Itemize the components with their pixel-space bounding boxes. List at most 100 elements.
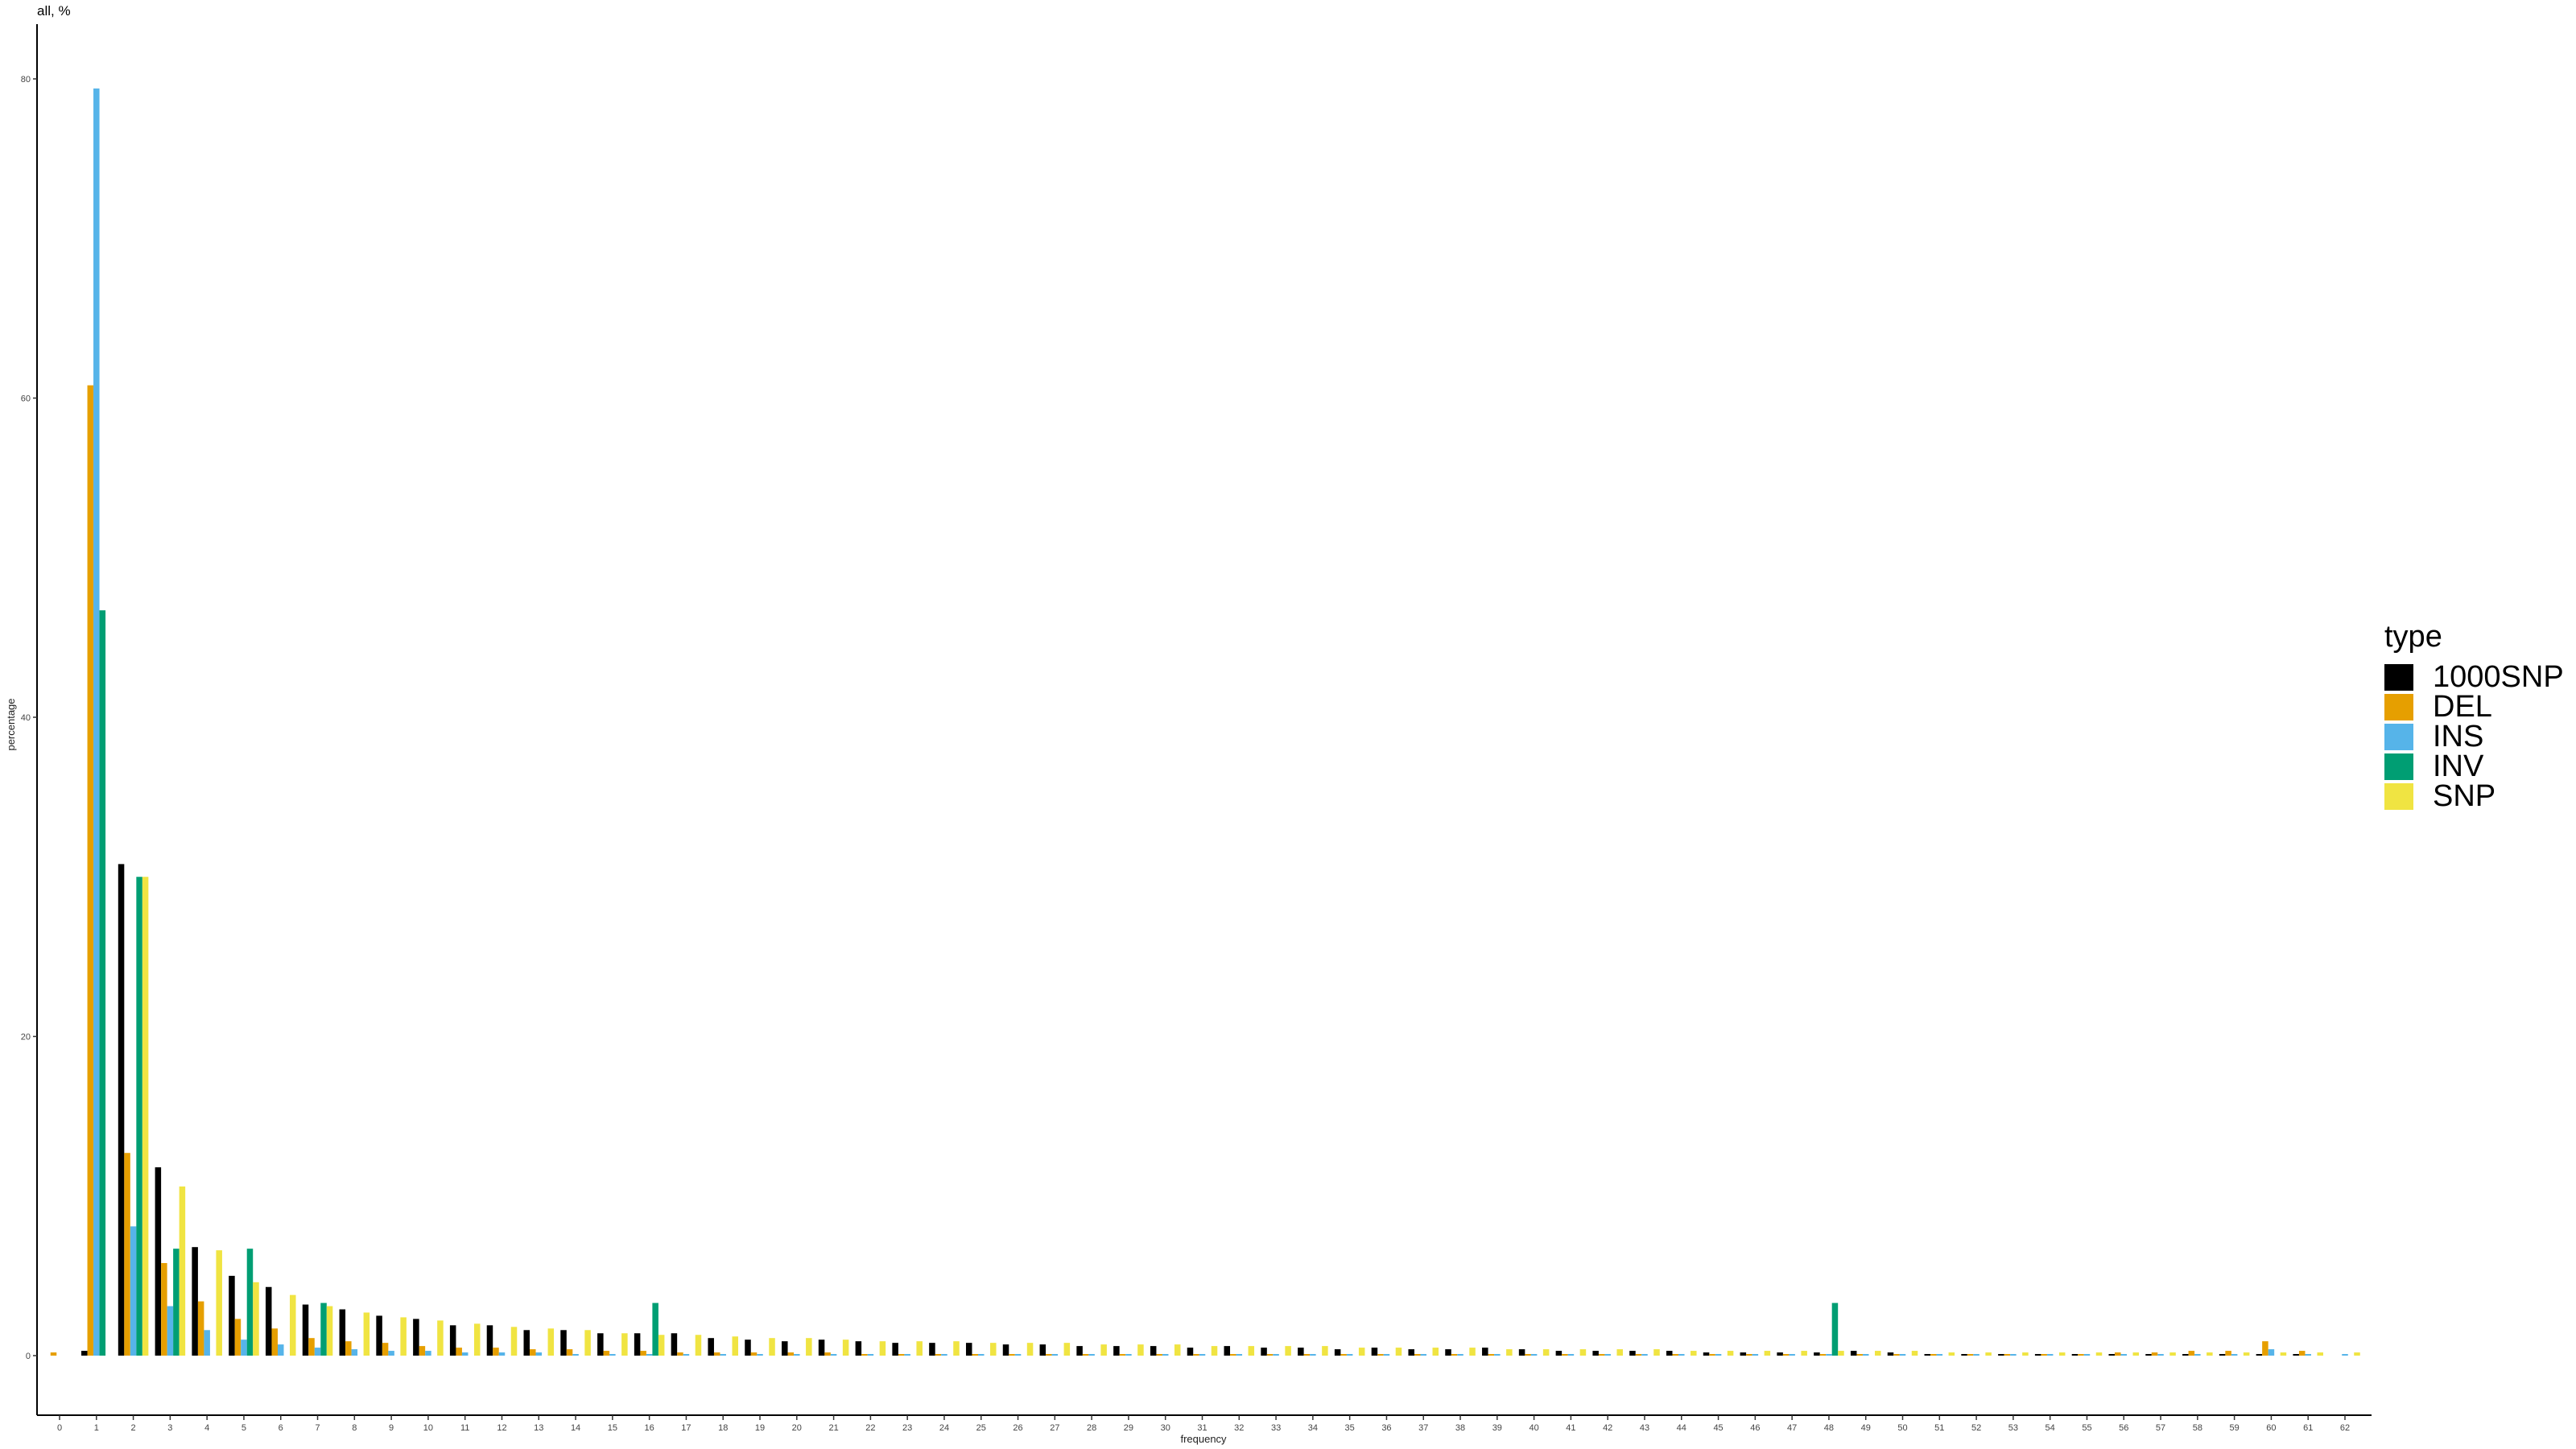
legend-label: DEL: [2433, 690, 2492, 724]
bar-snp-30: [1174, 1344, 1181, 1356]
bar-1000snp-36: [1371, 1348, 1378, 1356]
bar-1000snp-15: [597, 1333, 604, 1356]
bar-del-14: [566, 1349, 573, 1356]
legend-label: INV: [2433, 749, 2484, 783]
bar-inv-48: [1831, 1302, 1839, 1356]
x-tick-label: 49: [1861, 1423, 1871, 1433]
bar-snp-43: [1653, 1349, 1660, 1356]
bar-del-42: [1598, 1354, 1605, 1356]
bar-del-29: [1119, 1354, 1126, 1356]
bar-del-4: [197, 1301, 204, 1356]
bar-snp-24: [953, 1341, 960, 1356]
x-tick-label: 55: [2082, 1423, 2091, 1433]
bar-1000snp-50: [1887, 1352, 1894, 1356]
bar-snp-16: [658, 1335, 665, 1356]
bar-snp-35: [1358, 1348, 1365, 1356]
bar-snp-8: [363, 1312, 370, 1356]
bar-snp-34: [1322, 1346, 1328, 1356]
bar-snp-53: [2022, 1352, 2029, 1356]
bar-inv-5: [246, 1249, 254, 1356]
bar-1000snp-40: [1518, 1349, 1525, 1356]
bar-ins-14: [572, 1354, 579, 1356]
bar-ins-18: [720, 1354, 726, 1356]
legend-label: 1000SNP: [2433, 660, 2564, 694]
bar-1000snp-17: [671, 1333, 678, 1356]
x-tick-label: 5: [242, 1423, 246, 1433]
bar-ins-53: [2010, 1354, 2017, 1356]
bar-ins-20: [794, 1354, 800, 1356]
bar-1000snp-47: [1777, 1352, 1783, 1356]
bar-ins-2: [130, 1226, 137, 1356]
bar-snp-14: [584, 1330, 591, 1356]
legend-item-1000snp: 1000SNP: [2384, 660, 2564, 694]
x-tick-label: 47: [1787, 1423, 1797, 1433]
bar-snp-18: [732, 1336, 738, 1356]
bar-del-3: [161, 1263, 167, 1356]
bar-ins-62: [2342, 1354, 2348, 1356]
bar-snp-2: [142, 877, 149, 1356]
bar-1000snp-24: [929, 1343, 935, 1356]
bar-1000snp-30: [1150, 1346, 1157, 1356]
bar-ins-17: [683, 1354, 690, 1356]
bar-ins-6: [277, 1344, 284, 1356]
x-tick-label: 40: [1529, 1423, 1538, 1433]
bar-snp-57: [2169, 1352, 2176, 1356]
bar-del-1: [87, 385, 94, 1356]
bar-del-16: [640, 1351, 646, 1356]
x-tick-label: 43: [1640, 1423, 1649, 1433]
bar-snp-38: [1469, 1348, 1476, 1356]
bar-1000snp-11: [449, 1325, 456, 1356]
bar-snp-13: [547, 1328, 555, 1356]
bar-ins-59: [2231, 1354, 2238, 1356]
bar-ins-47: [1789, 1354, 1795, 1356]
bar-del-11: [456, 1348, 462, 1356]
bar-del-17: [677, 1352, 683, 1356]
x-tick-label: 16: [645, 1423, 654, 1433]
bar-1000snp-12: [486, 1325, 493, 1356]
bar-del-49: [1856, 1354, 1863, 1356]
bar-ins-28: [1088, 1354, 1095, 1356]
bar-1000snp-49: [1850, 1351, 1857, 1356]
bar-del-35: [1340, 1354, 1347, 1356]
bar-del-57: [2151, 1352, 2158, 1356]
bar-snp-45: [1727, 1351, 1734, 1356]
bar-snp-62: [2354, 1352, 2360, 1356]
bar-1000snp-44: [1666, 1351, 1673, 1356]
bar-del-2: [124, 1153, 130, 1356]
legend-key: [2384, 724, 2413, 750]
bar-del-32: [1230, 1354, 1236, 1356]
bar-snp-26: [1026, 1343, 1034, 1356]
bar-1000snp-3: [155, 1167, 162, 1356]
bar-snp-25: [990, 1343, 997, 1356]
bar-snp-17: [695, 1335, 702, 1356]
bar-del-51: [1930, 1354, 1937, 1356]
bar-ins-60: [2268, 1349, 2275, 1356]
x-tick-label: 30: [1161, 1423, 1170, 1433]
bar-ins-19: [757, 1354, 763, 1356]
bar-inv-7: [320, 1302, 327, 1356]
bar-snp-15: [621, 1333, 628, 1356]
legend-key: [2384, 753, 2413, 780]
bar-del-50: [1893, 1354, 1900, 1356]
x-tick-label: 15: [608, 1423, 617, 1433]
bar-ins-4: [204, 1330, 210, 1356]
bar-1000snp-26: [1002, 1344, 1009, 1356]
bar-snp-60: [2280, 1352, 2287, 1356]
x-tick-label: 60: [2266, 1423, 2276, 1433]
bar-snp-23: [916, 1341, 923, 1356]
bar-1000snp-6: [265, 1286, 272, 1356]
x-tick-label: 13: [534, 1423, 543, 1433]
bar-del-52: [1967, 1354, 1974, 1356]
bar-del-36: [1377, 1354, 1384, 1356]
y-tick-label: 60: [21, 394, 31, 404]
x-tick-label: 6: [279, 1423, 283, 1433]
x-tick-label: 51: [1934, 1423, 1944, 1433]
bar-1000snp-23: [892, 1343, 898, 1356]
legend-key: [2384, 783, 2413, 810]
x-axis-label: frequency: [1180, 1433, 1227, 1445]
bar-snp-9: [400, 1317, 407, 1356]
bar-1000snp-34: [1298, 1348, 1304, 1356]
bar-del-0: [50, 1352, 57, 1356]
bar-ins-37: [1420, 1354, 1426, 1356]
bar-1000snp-14: [560, 1330, 567, 1356]
